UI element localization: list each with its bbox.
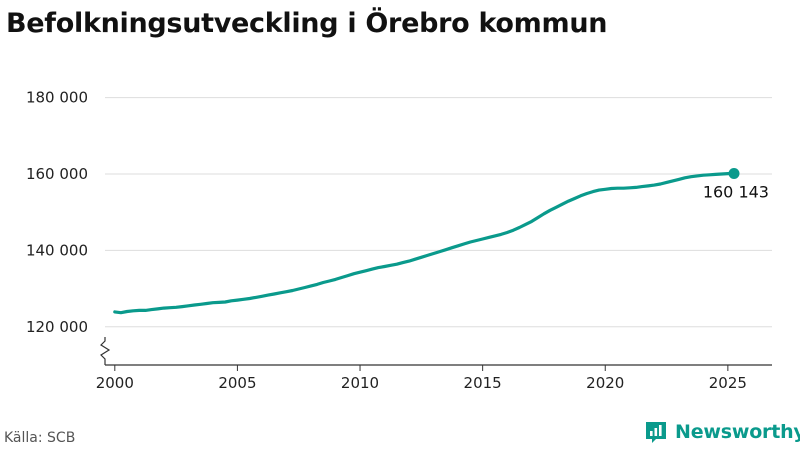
x-tick-label: 2020 — [586, 374, 624, 392]
brand-logo: Newsworthy — [645, 420, 800, 444]
y-tick-label: 180 000 — [26, 89, 88, 107]
x-axis: 2000 2005 2010 2015 2020 2025 — [96, 364, 772, 392]
x-tick-label: 2025 — [709, 374, 747, 392]
series-line — [113, 171, 736, 315]
x-tick-label: 2015 — [464, 374, 502, 392]
series-end-point — [728, 167, 740, 179]
brand-name: Newsworthy — [675, 421, 800, 443]
y-tick-label: 120 000 — [26, 318, 88, 336]
y-tick-label: 160 000 — [26, 165, 88, 183]
gridlines — [105, 97, 772, 328]
y-tick-labels: 120 000 140 000 160 000 180 000 — [26, 89, 88, 336]
x-tick-label: 2005 — [218, 374, 256, 392]
series — [113, 167, 740, 315]
newsworthy-logo-icon — [646, 422, 666, 443]
x-tick-label: 2010 — [341, 374, 379, 392]
x-tick-label: 2000 — [96, 374, 134, 392]
annotations: 160 143 — [703, 182, 769, 201]
y-tick-label: 140 000 — [26, 241, 88, 259]
chart-title: Befolkningsutveckling i Örebro kommun — [6, 8, 608, 39]
end-value-label: 160 143 — [703, 182, 769, 201]
axis-break — [100, 337, 111, 365]
y-axis-break-icon — [100, 337, 111, 365]
source-note: Källa: SCB — [4, 430, 76, 446]
